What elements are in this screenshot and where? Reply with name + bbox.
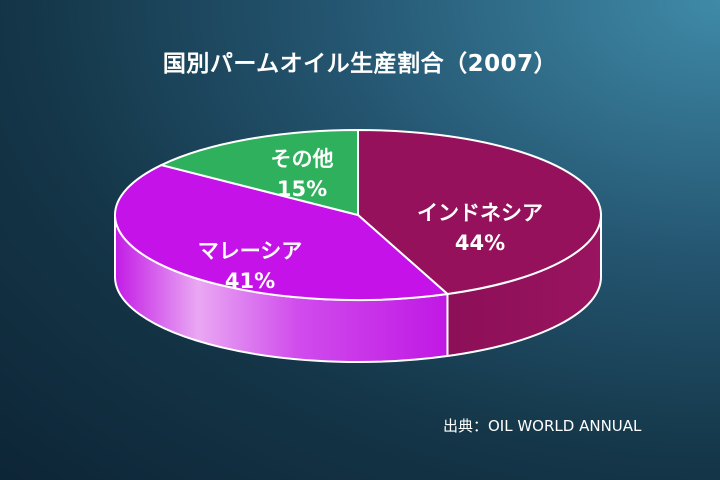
slice-percent-0: 44% [454, 231, 506, 255]
pie-slice-1 [114, 164, 449, 301]
slice-label-0: インドネシア 44% [390, 198, 570, 258]
slice-name-0: インドネシア [417, 201, 543, 225]
slice-percent-1: 41% [224, 269, 276, 293]
pie-slice-2 [160, 129, 359, 216]
slice-name-1: マレーシア [197, 239, 303, 263]
slice-label-2: その他 15% [212, 144, 392, 204]
slice-label-1: マレーシア 41% [160, 236, 340, 296]
slice-percent-2: 15% [276, 177, 328, 201]
pie-slice-0 [357, 129, 602, 296]
source-note: 出典：OIL WORLD ANNUAL [443, 417, 642, 435]
chart-title: 国別パームオイル生産割合（2007） [162, 51, 558, 77]
slice-name-2: その他 [270, 147, 334, 171]
